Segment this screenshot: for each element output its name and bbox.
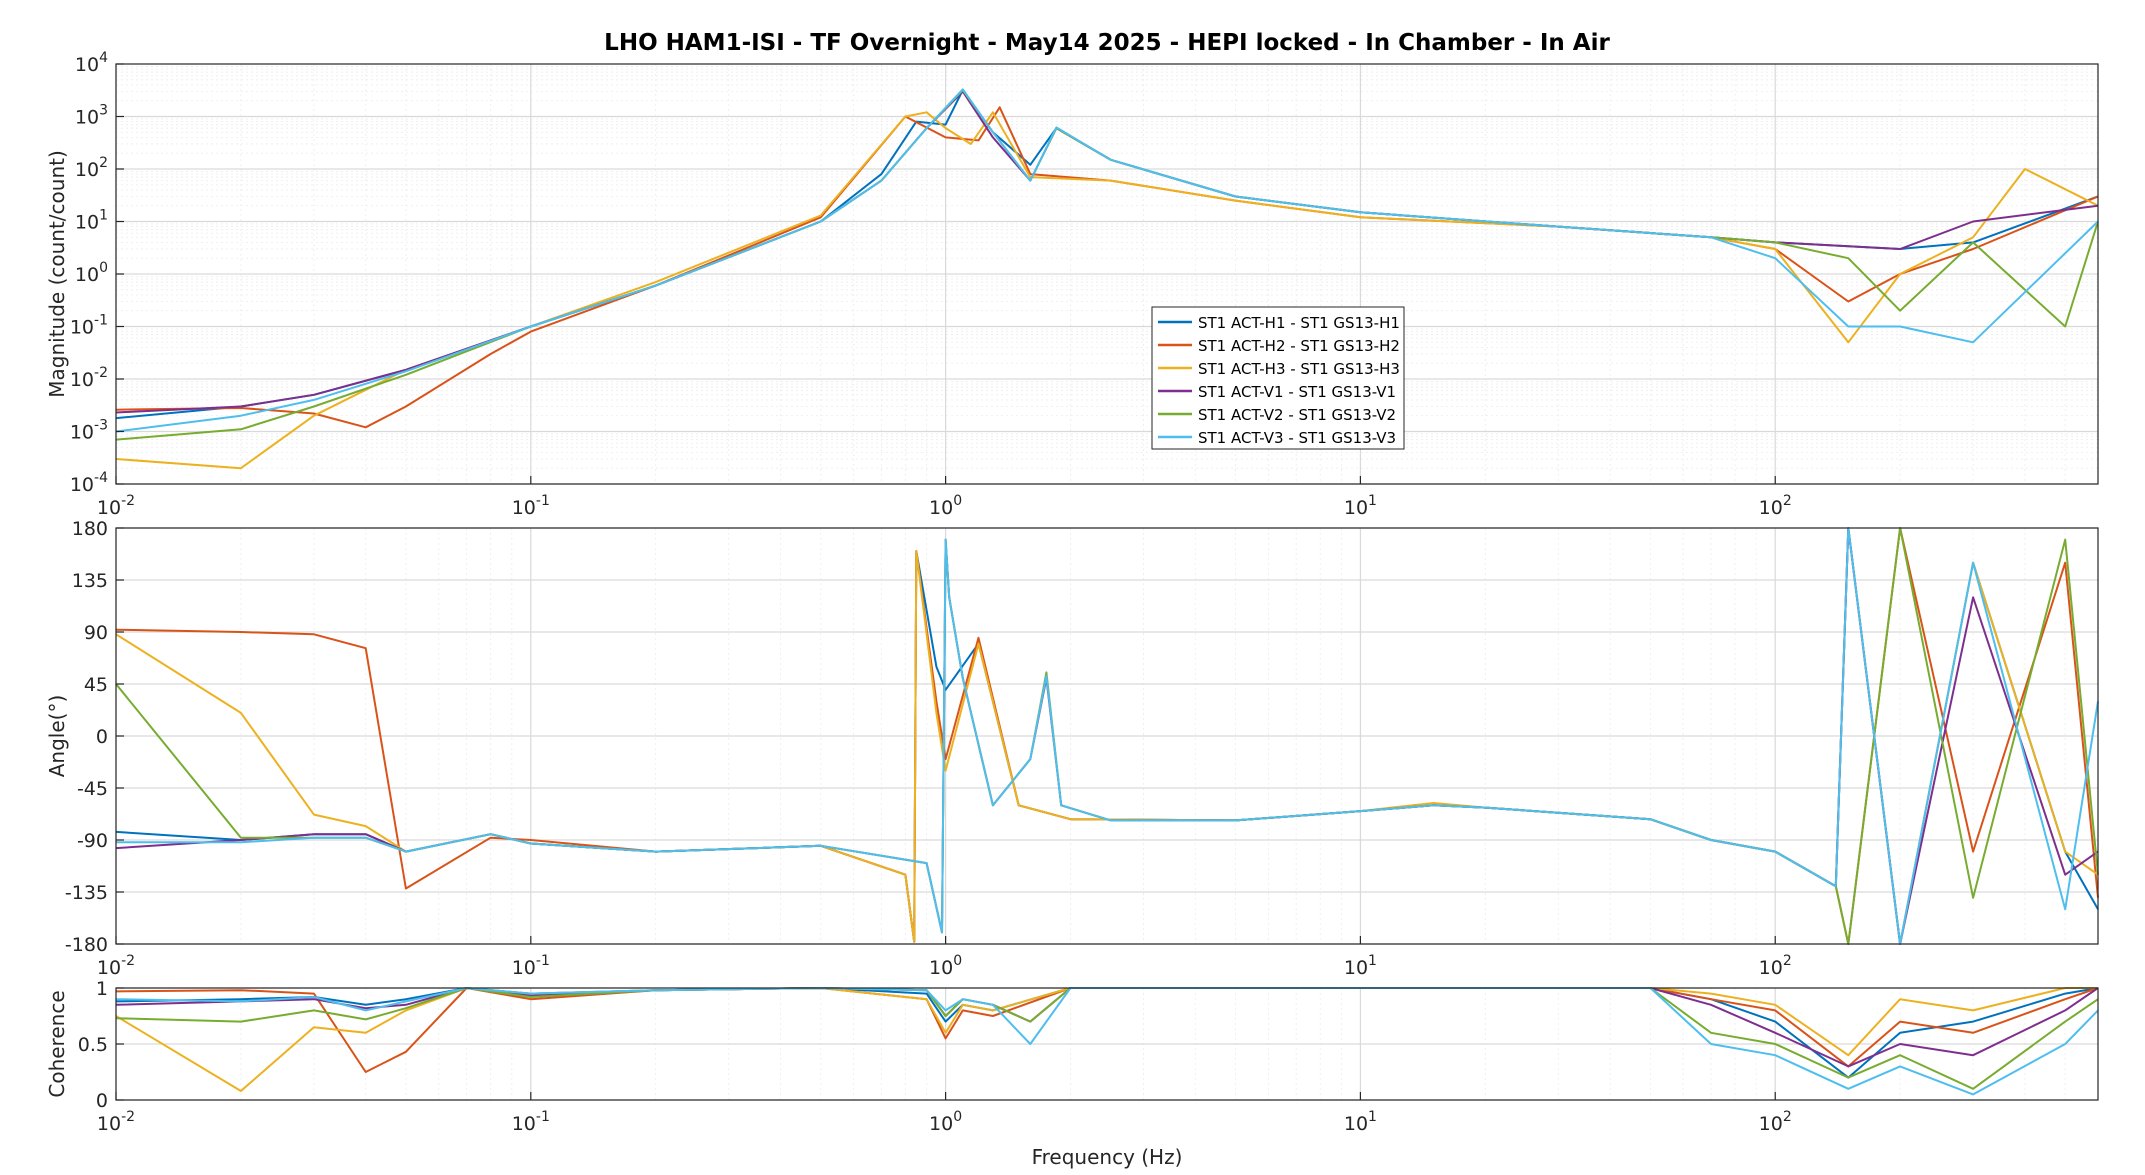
magnitude-y-tick-label: 101	[75, 208, 108, 234]
coherence-x-tick-label: 100	[929, 1109, 962, 1135]
phase-y-tick-label: -135	[65, 882, 108, 904]
phase-series-6-line	[116, 527, 2099, 945]
phase-y-tick-label: -180	[65, 934, 108, 956]
magnitude-y-tick-label: 10-2	[70, 365, 108, 391]
legend-entry-2: ST1 ACT-H2 - ST1 GS13-H2	[1198, 337, 1400, 355]
phase-y-tick-label: 135	[72, 570, 108, 592]
magnitude-y-tick-label: 104	[75, 50, 108, 76]
phase-y-tick-label: -45	[77, 778, 108, 800]
frame-layer	[115, 63, 2099, 1101]
coherence-series-3-line	[115, 987, 2098, 1092]
phase-x-tick-label: 100	[929, 953, 962, 979]
coherence-x-tick-label: 10-1	[512, 1109, 550, 1135]
phase-y-tick-label: 90	[84, 622, 108, 644]
magnitude-y-tick-label: 10-3	[70, 418, 108, 444]
phase-y-tick-label: -90	[77, 830, 108, 852]
legend-entry-1: ST1 ACT-H1 - ST1 GS13-H1	[1198, 314, 1400, 332]
legend-entry-6: ST1 ACT-V3 - ST1 GS13-V3	[1198, 429, 1396, 447]
coherence-y-axis-label: Coherence	[45, 990, 69, 1097]
magnitude-y-axis-label: Magnitude (count/count)	[45, 150, 69, 398]
label-layer: LHO HAM1-ISI - TF Overnight - May14 2025…	[45, 30, 1792, 1169]
series-layer	[115, 88, 2099, 1096]
magnitude-y-tick-label: 103	[75, 103, 108, 129]
phase-x-tick-label: 10-2	[97, 953, 135, 979]
magnitude-y-tick-label: 10-4	[70, 470, 108, 496]
magnitude-x-tick-label: 101	[1344, 493, 1377, 519]
magnitude-y-tick-label: 10-1	[70, 313, 108, 339]
magnitude-x-tick-label: 100	[929, 493, 962, 519]
magnitude-series-6-line	[115, 88, 2099, 433]
coherence-y-tick-label: 0	[96, 1090, 108, 1112]
coherence-x-tick-label: 102	[1759, 1109, 1792, 1135]
legend-entry-3: ST1 ACT-H3 - ST1 GS13-H3	[1198, 360, 1400, 378]
phase-x-tick-label: 101	[1344, 953, 1377, 979]
x-axis-label: Frequency (Hz)	[1032, 1145, 1183, 1169]
magnitude-series-2-line	[115, 106, 2099, 429]
phase-y-tick-label: 45	[84, 674, 108, 696]
magnitude-x-tick-label: 10-1	[512, 493, 550, 519]
magnitude-y-tick-label: 100	[75, 260, 108, 286]
chart-title: LHO HAM1-ISI - TF Overnight - May14 2025…	[604, 30, 1610, 56]
coherence-y-tick-label: 0.5	[78, 1034, 108, 1056]
magnitude-y-tick-label: 102	[75, 155, 108, 181]
legend-entry-5: ST1 ACT-V2 - ST1 GS13-V2	[1198, 406, 1396, 424]
coherence-series-6-line	[115, 987, 2099, 1096]
legend-frame	[1151, 306, 1405, 450]
magnitude-x-tick-label: 102	[1759, 493, 1792, 519]
phase-x-tick-label: 102	[1759, 953, 1792, 979]
coherence-y-tick-label: 1	[96, 978, 108, 1000]
legend-box: ST1 ACT-H1 - ST1 GS13-H1 ST1 ACT-H2 - ST1…	[1151, 306, 1405, 450]
legend-entry-4: ST1 ACT-V1 - ST1 GS13-V1	[1198, 383, 1396, 401]
phase-x-tick-label: 10-1	[512, 953, 550, 979]
phase-y-tick-label: 180	[72, 518, 108, 540]
coherence-series-2-line	[115, 987, 2099, 1073]
coherence-x-tick-label: 10-2	[97, 1109, 135, 1135]
phase-y-axis-label: Angle(°)	[45, 695, 69, 778]
magnitude-x-tick-label: 10-2	[97, 493, 135, 519]
coherence-x-tick-label: 101	[1344, 1109, 1377, 1135]
phase-y-tick-label: 0	[96, 726, 108, 748]
